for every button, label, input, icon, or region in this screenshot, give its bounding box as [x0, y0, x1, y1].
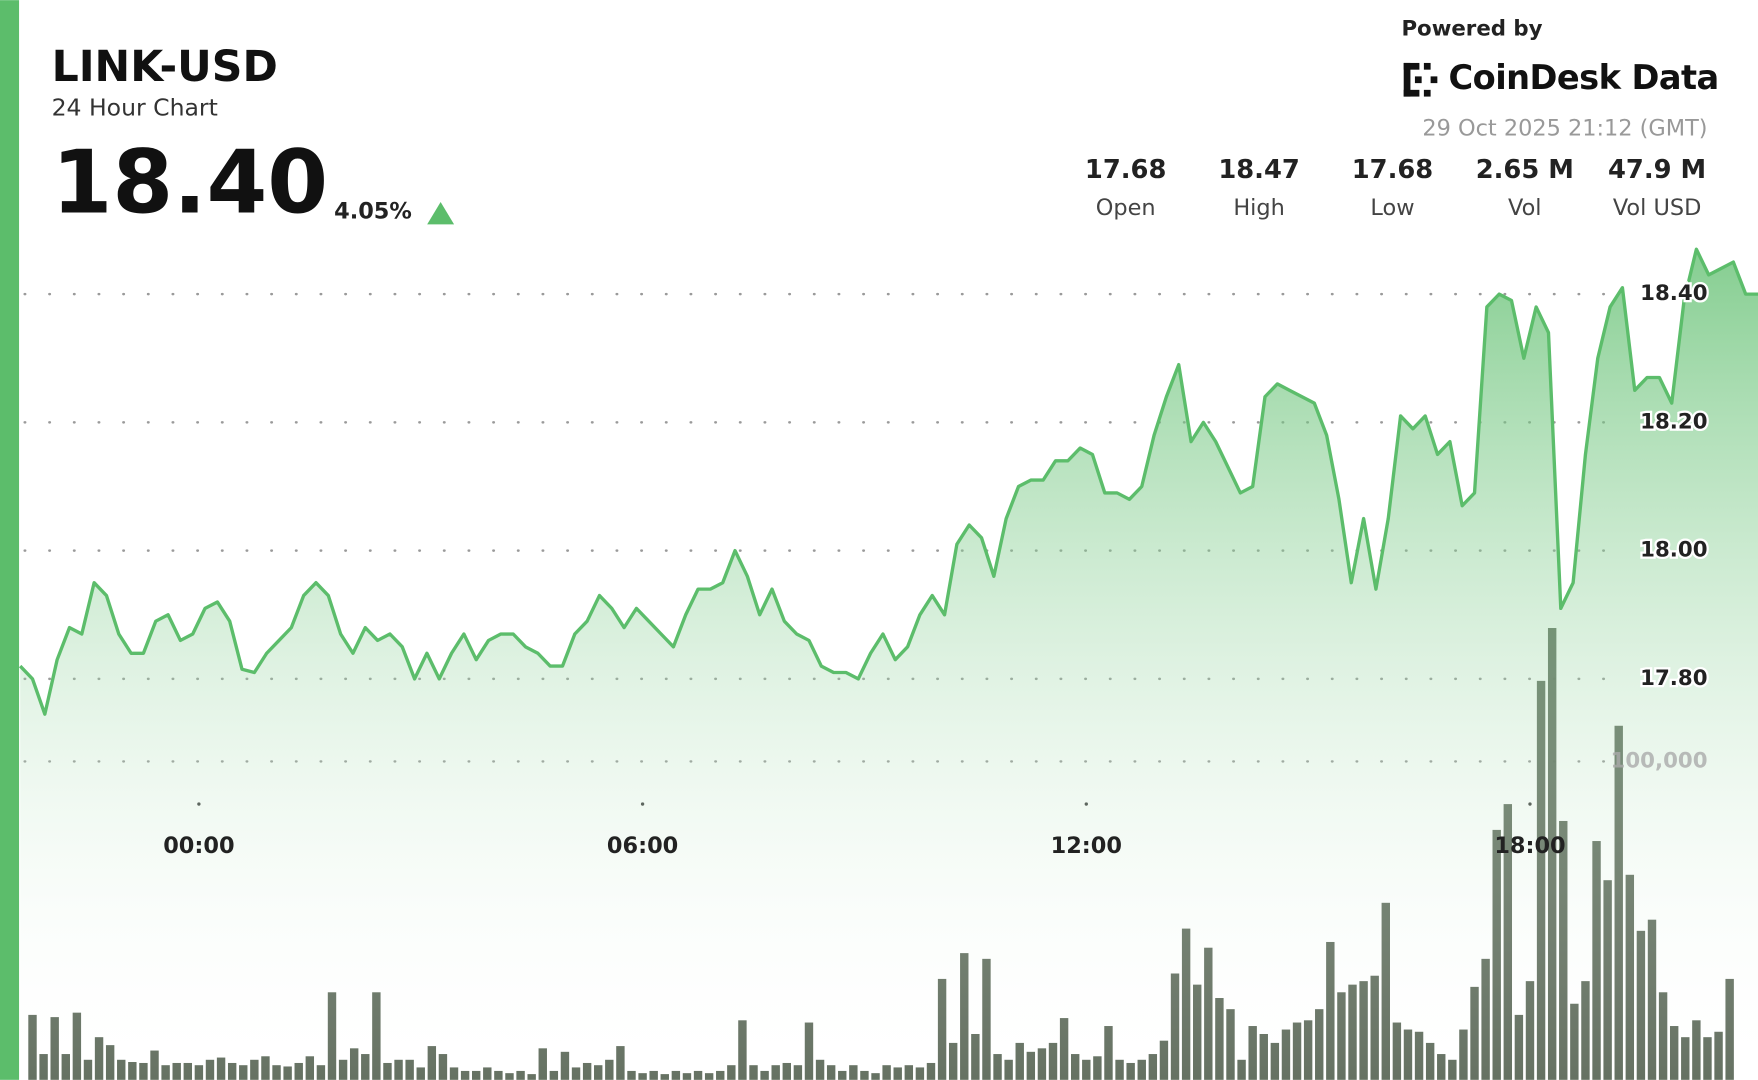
x-tick-label: 06:00	[607, 833, 678, 859]
y-tick-label: 17.80	[1640, 666, 1707, 691]
y-tick-label: 18.20	[1640, 409, 1707, 434]
stat-value: 18.47	[1218, 155, 1299, 185]
change: 4.05%	[334, 199, 412, 225]
stat-label: Vol USD	[1613, 195, 1702, 221]
stat-label: Vol	[1508, 195, 1542, 221]
x-tick-label: 18:00	[1494, 833, 1565, 859]
y-tick-label: 18.00	[1640, 538, 1707, 563]
stat-value: 2.65 M	[1476, 155, 1574, 185]
subtitle: 24 Hour Chart	[52, 93, 218, 121]
price-series	[18, 247, 1758, 1080]
stat-label: High	[1233, 195, 1285, 221]
stat-value: 17.68	[1085, 155, 1167, 185]
stat-label: Open	[1096, 195, 1156, 221]
stat-value: 17.68	[1352, 155, 1434, 185]
accent-bar	[0, 0, 20, 1080]
brand-logo	[1403, 62, 1438, 97]
y2-tick-label: 100,000	[1611, 748, 1708, 773]
price: 18.40	[52, 131, 329, 233]
y-tick-label: 18.40	[1640, 281, 1707, 306]
area-fill	[20, 249, 1758, 1080]
x-tick-label: 12:00	[1051, 833, 1122, 859]
timestamp: 29 Oct 2025 21:12 (GMT)	[1422, 116, 1707, 142]
x-tick-label: 00:00	[163, 833, 234, 859]
stats: 17.68 Open 18.47 High 17.68 Low 2.65 M Vol 47.9 …	[1085, 155, 1706, 221]
symbol: LINK-USD	[52, 42, 278, 92]
brand: CoinDesk Data	[1449, 58, 1719, 97]
stat-value: 47.9 M	[1608, 155, 1706, 185]
stat-label: Low	[1370, 195, 1414, 221]
plot-area: 100,000 17.80 18.00 18.20 18.40 00:00 06:00 12:…	[18, 247, 1758, 1080]
powered-by: Powered by	[1401, 16, 1542, 41]
axis-labels: 100,000 17.80 18.00 18.20 18.40 00:00 06:00 12:…	[163, 279, 1710, 859]
price-line	[18, 247, 1758, 716]
up-arrow	[427, 201, 455, 225]
